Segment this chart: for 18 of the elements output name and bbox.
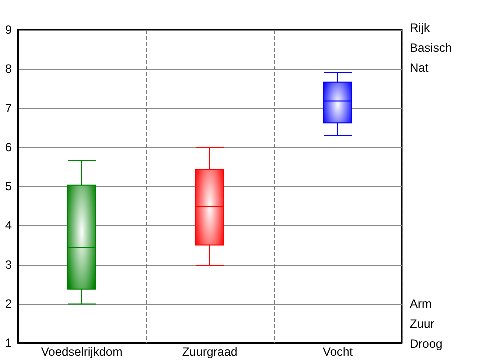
text: Basisch xyxy=(410,41,452,55)
y-tick-label: 9 xyxy=(5,23,12,37)
y-tick-label: 2 xyxy=(5,296,12,311)
text: Nat xyxy=(410,61,430,75)
text: Arm xyxy=(410,297,432,311)
text: Zuur xyxy=(410,317,435,331)
y-tick-label: 7 xyxy=(5,101,12,116)
x-tick-label: Voedselrijkdom xyxy=(41,345,123,359)
y-tick-label: 5 xyxy=(5,180,12,194)
y-tick-label: 4 xyxy=(5,218,12,233)
y-tick-label: 1 xyxy=(5,336,12,350)
y-tick-label: 8 xyxy=(5,62,12,76)
text: Rijk xyxy=(410,21,431,35)
x-tick-label: Zuurgraad xyxy=(182,345,238,359)
x-tick-label: Vocht xyxy=(322,345,354,359)
y-tick-label: 3 xyxy=(5,258,12,272)
y-tick-label: 6 xyxy=(5,140,12,154)
text: Droog xyxy=(410,337,443,351)
